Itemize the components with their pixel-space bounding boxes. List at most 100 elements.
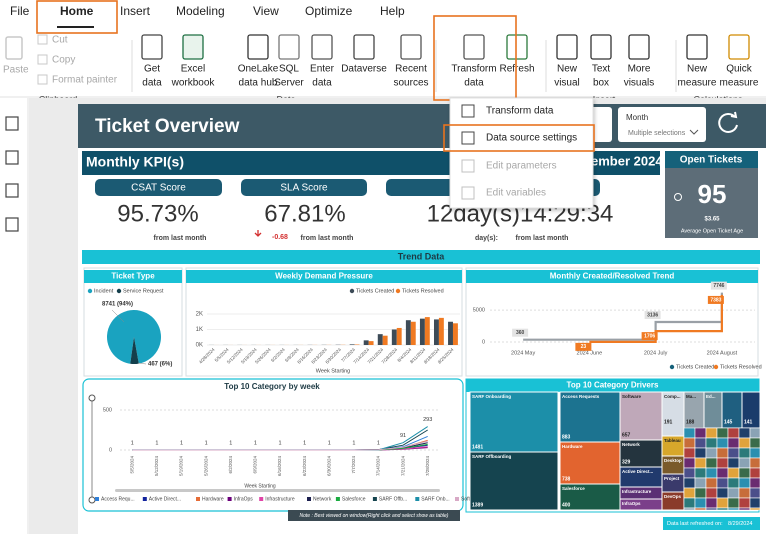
ribbon-button-label[interactable]: workbook	[171, 78, 216, 89]
ribbon-button-label[interactable]: Recent	[395, 64, 427, 75]
ribbon-tab[interactable]: Help	[380, 4, 405, 18]
treemap-minor-tile	[716, 457, 729, 469]
panel-header	[466, 270, 758, 283]
treemap-label: Salesforce	[562, 486, 585, 491]
sidebar-icon	[5, 116, 19, 131]
ribbon-button-label[interactable]: SQL	[279, 64, 299, 75]
treemap-label: Ed...	[706, 394, 716, 399]
treemap-minor-tile	[749, 437, 761, 449]
legend-marker	[227, 497, 232, 501]
clipboard-button[interactable]: Cut	[52, 35, 68, 46]
refresh-icon[interactable]	[718, 112, 738, 133]
treemap-minor-tile	[683, 487, 696, 499]
clipboard-icon	[37, 54, 48, 65]
ribbon-tab[interactable]: Modeling	[176, 4, 225, 18]
ribbon-button-label[interactable]: data hub	[239, 78, 278, 89]
legend-marker	[669, 364, 675, 370]
ribbon-button-label[interactable]: measure	[678, 78, 717, 89]
treemap-value: 191	[664, 419, 673, 425]
treemap-minor-tile	[749, 427, 761, 439]
kpi-down-arrow	[254, 230, 262, 237]
ribbon-button-label[interactable]: Server	[274, 78, 304, 89]
treemap-label: Project	[664, 476, 680, 481]
treemap-tile	[559, 441, 621, 485]
ribbon-button-label[interactable]: visuals	[624, 78, 655, 89]
bar	[396, 327, 402, 345]
ribbon-tab[interactable]: Home	[60, 4, 94, 18]
ribbon-tab[interactable]: View	[253, 4, 279, 18]
clipboard-icon	[37, 74, 48, 85]
treemap-minor-tile	[738, 487, 751, 499]
clipboard-button[interactable]: Copy	[52, 55, 75, 66]
ribbon-button-label[interactable]: Excel	[181, 64, 205, 75]
ribbon-button-label[interactable]: visual	[554, 78, 580, 89]
ribbon-button-label[interactable]: OneLake	[238, 64, 279, 75]
zoom-handle[interactable]	[88, 496, 96, 504]
legend-label: Tickets Created	[676, 364, 714, 370]
bar	[410, 321, 416, 345]
ribbon-button-label[interactable]: Enter	[310, 64, 335, 75]
ribbon-button-label[interactable]: data	[142, 78, 162, 89]
slicer-box	[618, 107, 706, 142]
panel-frame	[185, 267, 463, 377]
treemap-minor-tile	[694, 507, 707, 511]
legend-label: Active Direct...	[149, 496, 181, 502]
data-label-box	[512, 328, 529, 337]
panel-frame	[465, 267, 759, 377]
ribbon-tab[interactable]: Optimize	[305, 4, 353, 18]
open-tickets-note: Average Open Ticket Age	[681, 228, 743, 234]
pie-slice	[130, 337, 139, 364]
ribbon-button-label[interactable]: Quick	[726, 64, 753, 75]
note-text: Note : Best viewed on window(Right click…	[300, 513, 449, 519]
legend-marker	[196, 497, 200, 501]
ribbon-button-label[interactable]: Refresh	[499, 64, 534, 75]
treemap-value: 145	[724, 419, 733, 425]
ribbon-tab[interactable]: File	[10, 4, 30, 18]
treemap-minor-tile	[705, 477, 718, 489]
kpi-card-header	[95, 179, 222, 196]
zoom-handle[interactable]	[88, 394, 96, 402]
data-label: 360	[516, 330, 525, 336]
data-label-box	[641, 332, 658, 341]
slicer-chevron	[689, 129, 699, 135]
ribbon-button-label[interactable]: Get	[144, 64, 160, 75]
treemap-minor-tile	[727, 467, 740, 479]
treemap-minor-tile	[705, 457, 718, 469]
data-label-box	[575, 342, 592, 351]
x-tick-label: 7/28/2024	[425, 456, 430, 477]
treemap-minor-tile	[738, 457, 751, 469]
treemap-label: Comp...	[664, 394, 681, 399]
ribbon-button-label[interactable]: More	[628, 64, 651, 75]
refresh-icon-arrow	[730, 111, 738, 119]
clipboard-button[interactable]: Format painter	[52, 75, 118, 86]
legend-label: Tickets Created	[356, 288, 394, 294]
ribbon-button-label[interactable]: New	[557, 64, 578, 75]
data-label: 1706	[644, 333, 655, 339]
slicer-label: Month	[626, 113, 648, 122]
ribbon-button-label[interactable]: Dataverse	[341, 64, 387, 75]
ribbon-button-label[interactable]: data	[464, 78, 484, 89]
panel-title: Ticket Type	[111, 272, 155, 281]
treemap-value: 1389	[472, 502, 483, 508]
menu-item[interactable]: Transform data	[486, 106, 554, 117]
treemap-minor-tile	[727, 507, 740, 511]
ribbon-button-label[interactable]: Transform	[451, 64, 496, 75]
trend-header-text: Trend Data	[398, 251, 446, 261]
ribbon-button-label[interactable]: Text	[592, 64, 611, 75]
treemap-label: DevOps	[664, 494, 682, 499]
x-axis-title: Week Starting	[244, 483, 276, 489]
menu-item[interactable]: Data source settings	[486, 133, 577, 144]
legend-marker	[335, 497, 340, 501]
treemap-minor-tile	[683, 457, 696, 469]
ribbon-button-label[interactable]: sources	[393, 78, 428, 89]
ribbon-button-label[interactable]: measure	[720, 78, 759, 89]
series-line	[132, 440, 428, 451]
ribbon-button-label[interactable]: box	[593, 78, 609, 89]
ribbon-button-label[interactable]: New	[687, 64, 708, 75]
treemap-minor-tile	[683, 447, 696, 459]
y-tick-label: 0	[109, 447, 112, 453]
paste-button[interactable]: Paste	[3, 65, 29, 76]
ribbon-button-label[interactable]: data	[312, 78, 332, 89]
ribbon-tab[interactable]: Insert	[120, 4, 151, 18]
